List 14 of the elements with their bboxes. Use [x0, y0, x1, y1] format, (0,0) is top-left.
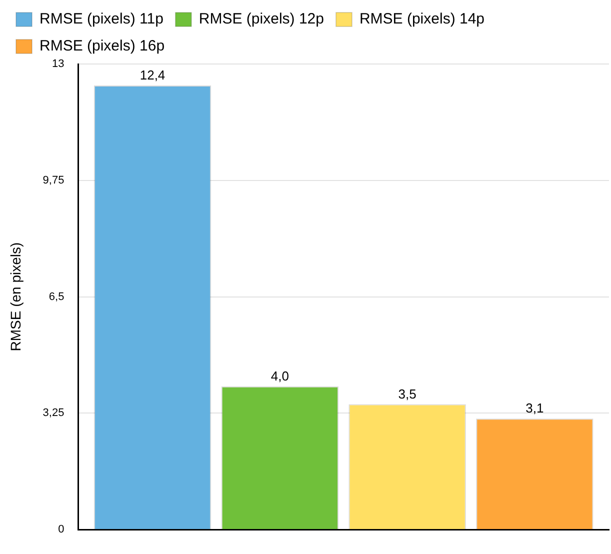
- y-tick-label: 13: [52, 58, 64, 70]
- data-label: 4,0: [270, 368, 289, 384]
- y-tick-label: 9,75: [42, 174, 64, 186]
- legend-label: RMSE (pixels) 12p: [198, 10, 324, 28]
- data-label: 3,1: [526, 400, 544, 416]
- legend-label: RMSE (pixels) 16p: [40, 38, 165, 55]
- y-tick-label: 6,5: [48, 290, 64, 303]
- data-label: 3,5: [398, 386, 416, 402]
- y-axis-title: RMSE (en pixels): [7, 242, 24, 352]
- y-tick-label: 0: [58, 524, 64, 536]
- legend-label: RMSE (pixels) 14p: [359, 10, 485, 28]
- legend-label: RMSE (pixels) 11p: [40, 10, 164, 28]
- y-tick-label: 3,25: [42, 407, 64, 420]
- data-label: 12,4: [140, 68, 166, 83]
